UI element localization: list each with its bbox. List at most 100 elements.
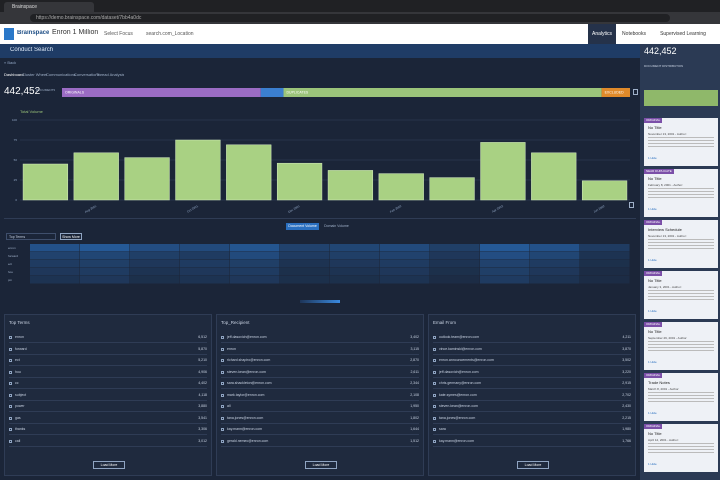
dataset-selector[interactable]: Enron 1 Million — [52, 29, 99, 36]
heatmap-cell — [380, 252, 430, 260]
nav-item[interactable]: Supervised Learning — [660, 31, 706, 37]
card-snippet — [648, 443, 714, 453]
list-title[interactable]: Email From — [433, 320, 457, 325]
checkbox[interactable] — [433, 382, 436, 385]
load-more-button[interactable]: Load More — [517, 461, 549, 469]
card-action[interactable]: 1 Hide — [648, 156, 657, 160]
checkbox[interactable] — [9, 370, 12, 374]
x-tick-label: Jun 2002 — [593, 204, 606, 214]
checkbox[interactable] — [9, 347, 12, 351]
url-field[interactable]: https://demo.brainspace.com/dataset/7bb4… — [30, 14, 670, 22]
search-selector[interactable]: search.com_Location — [146, 31, 194, 37]
checkbox[interactable] — [433, 370, 436, 374]
heatmap-cell — [230, 244, 280, 252]
document-card[interactable]: ORIGINAL No Title January 3, 2001 - Author… — [644, 271, 718, 319]
checkbox[interactable] — [9, 405, 12, 408]
show-more-button[interactable]: Show More — [60, 233, 82, 240]
checkbox[interactable] — [433, 336, 436, 339]
y-tick-label: 50 — [14, 158, 18, 162]
view-tab[interactable]: Dashboard — [4, 72, 24, 77]
checkbox[interactable] — [9, 416, 12, 420]
view-tab[interactable]: Conversations — [74, 72, 100, 77]
checkbox[interactable] — [221, 405, 224, 408]
list-item: mark.taylor@enron.com — [227, 392, 265, 397]
document-card[interactable]: ORIGINAL Interview Schedule November 13, 2… — [644, 220, 718, 268]
checkbox[interactable] — [221, 439, 224, 443]
checkbox[interactable] — [221, 428, 224, 431]
list-item: hou — [15, 369, 21, 374]
back-link[interactable]: « Back — [4, 60, 17, 65]
focus-selector[interactable]: Select Focus — [104, 31, 133, 37]
checkbox[interactable] — [9, 393, 12, 397]
list-title[interactable]: Top_Recipient — [221, 320, 250, 325]
document-card[interactable]: ORIGINAL No Title September 29, 2001 - Aut… — [644, 322, 718, 370]
checkbox[interactable] — [221, 370, 224, 374]
heatmap-row-label: ect — [8, 262, 12, 266]
load-more-button[interactable]: Load More — [305, 461, 337, 469]
card-action[interactable]: 1 Hide — [648, 411, 657, 415]
bar — [378, 173, 424, 201]
list-item: kay.mann@enron.com — [439, 438, 475, 443]
document-card[interactable]: ORIGINAL No Title April 12, 2001 - Author:… — [644, 424, 718, 472]
progress-segment — [260, 88, 284, 97]
checkbox[interactable] — [221, 416, 224, 420]
card-tag: NEAR DUPLICATE — [644, 169, 674, 174]
heatmap-cell — [30, 276, 80, 284]
list-item: cc — [15, 381, 19, 385]
load-more-button[interactable]: Load More — [93, 461, 125, 469]
checkbox[interactable] — [221, 382, 224, 385]
doc-count-label: DOCUMENTS — [36, 88, 56, 92]
card-meta: April 12, 2001 - Author: — [648, 438, 679, 442]
document-card[interactable]: ORIGINAL No Title November 13, 2001 - Auth… — [644, 118, 718, 166]
card-action[interactable]: 1 Hide — [648, 360, 657, 364]
checkbox[interactable] — [433, 359, 436, 362]
checkbox[interactable] — [433, 416, 436, 420]
bar — [175, 139, 221, 201]
view-tab[interactable]: Thread Analysis — [96, 72, 125, 77]
checkbox[interactable] — [433, 428, 436, 431]
heatmap-cell — [280, 252, 330, 260]
checkbox[interactable] — [433, 347, 436, 351]
list-count: 3,306 — [198, 427, 207, 431]
document-card[interactable]: NEAR DUPLICATE No Title February 8, 2001 -… — [644, 169, 718, 217]
card-action[interactable]: 1 Hide — [648, 207, 657, 211]
card-title: No Title — [648, 125, 662, 130]
list-count: 1,766 — [622, 438, 631, 443]
browser-tab[interactable]: Brainspace — [4, 2, 94, 12]
checkbox[interactable] — [9, 382, 12, 385]
view-tab[interactable]: Communications — [46, 72, 76, 77]
nav-item[interactable]: Notebooks — [622, 31, 646, 37]
card-action[interactable]: 1 Hide — [648, 258, 657, 262]
checkbox[interactable] — [433, 439, 436, 443]
checkbox[interactable] — [9, 359, 12, 362]
volume-toggle[interactable]: Domain Volume — [324, 224, 349, 228]
checkbox[interactable] — [221, 347, 224, 351]
volume-toggle[interactable]: Document Volume — [286, 223, 319, 230]
view-tab[interactable]: Cluster Wheel — [22, 72, 48, 77]
checkbox[interactable] — [221, 336, 224, 339]
checkbox[interactable] — [433, 393, 436, 397]
checkbox[interactable] — [221, 393, 224, 397]
term-dropdown[interactable]: Top Terms — [6, 233, 56, 240]
checkbox[interactable] — [9, 428, 12, 431]
nav-item[interactable]: Analytics — [588, 24, 616, 44]
heatmap-cell — [430, 252, 480, 260]
row-divider — [221, 388, 419, 389]
row-divider — [433, 399, 631, 400]
card-action[interactable]: 1 Hide — [648, 462, 657, 466]
checkbox[interactable] — [9, 439, 12, 443]
checkbox[interactable] — [221, 359, 224, 362]
card-meta: September 29, 2001 - Author: — [648, 336, 688, 340]
card-action[interactable]: 1 Hide — [648, 309, 657, 313]
list-item: gas — [15, 415, 21, 420]
heatmap-cell — [580, 260, 630, 268]
checkbox[interactable] — [9, 336, 12, 339]
row-divider — [433, 342, 631, 343]
heatmap-cell — [180, 252, 230, 260]
list-panel: Email From outlook.team@enron.com 4,211 vin… — [428, 314, 636, 476]
checkbox[interactable] — [433, 405, 436, 408]
document-card[interactable]: ORIGINAL Trade Notes March 8, 2001 - Autho… — [644, 373, 718, 421]
card-snippet — [648, 392, 714, 402]
progress-segment — [283, 88, 602, 97]
heatmap-cell — [380, 260, 430, 268]
